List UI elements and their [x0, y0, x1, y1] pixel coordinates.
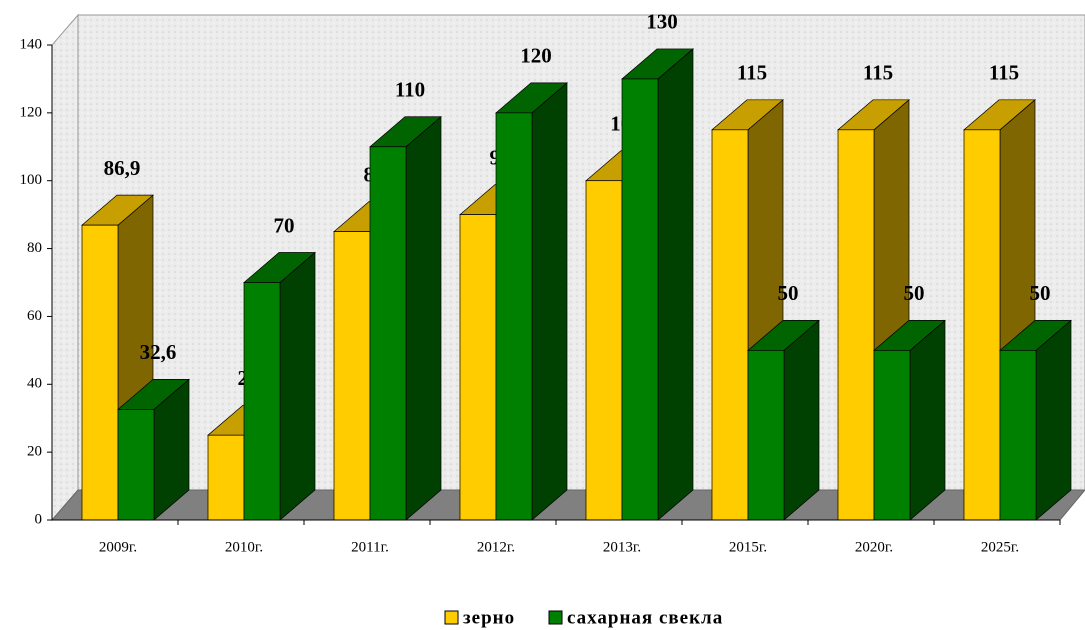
- value-label: 115: [737, 61, 767, 85]
- x-tick-label: 2011г.: [351, 539, 389, 555]
- bar-front: [621, 78, 659, 521]
- value-label: 50: [1030, 281, 1051, 305]
- value-label: 86,9: [104, 156, 141, 180]
- bar-front: [369, 146, 407, 521]
- legend-label: зерно: [463, 607, 515, 628]
- value-label: 50: [904, 281, 925, 305]
- bar-front: [333, 231, 371, 521]
- bar-front: [81, 224, 119, 521]
- legend-swatch: [548, 610, 563, 625]
- x-tick-label: 2013г.: [603, 539, 641, 555]
- y-tick-label: 60: [27, 308, 42, 324]
- value-label: 115: [989, 61, 1019, 85]
- bar: [369, 116, 442, 521]
- value-label: 32,6: [140, 340, 177, 364]
- value-label: 115: [863, 61, 893, 85]
- bar-front: [963, 129, 1001, 521]
- bar-front: [999, 350, 1037, 521]
- legend-swatch: [444, 610, 459, 625]
- bar-side: [405, 116, 442, 521]
- x-tick-label: 2025г.: [981, 539, 1019, 555]
- bar: [243, 251, 316, 521]
- bar-front: [711, 129, 749, 521]
- plot-walls: [50, 13, 1085, 522]
- x-tick-label: 2020г.: [855, 539, 893, 555]
- bar-front: [459, 214, 497, 521]
- y-tick-label: 140: [20, 36, 43, 52]
- bar: [747, 319, 820, 521]
- bar-front: [495, 112, 533, 521]
- value-label: 120: [520, 44, 552, 68]
- bar-side: [783, 319, 820, 521]
- y-tick-label: 0: [35, 511, 43, 527]
- legend-label: сахарная свекла: [567, 607, 723, 628]
- bar-front: [873, 350, 911, 521]
- value-label: 50: [778, 281, 799, 305]
- bar-front: [243, 282, 281, 521]
- y-tick-label: 120: [20, 104, 43, 120]
- bar-side: [657, 48, 694, 521]
- y-tick-label: 100: [20, 172, 43, 188]
- y-tick-label: 20: [27, 444, 42, 460]
- y-tick-label: 80: [27, 240, 42, 256]
- bar-front: [747, 350, 785, 521]
- value-label: 130: [646, 10, 678, 34]
- bar-side: [909, 319, 946, 521]
- bar-front: [585, 180, 623, 521]
- value-label: 70: [274, 213, 295, 237]
- bar: [621, 48, 694, 521]
- bar-front: [837, 129, 875, 521]
- y-tick-label: 40: [27, 376, 42, 392]
- bar-side: [279, 251, 316, 521]
- bar: [999, 319, 1072, 521]
- bar-side: [1035, 319, 1072, 521]
- bar-front: [207, 434, 245, 521]
- x-tick-label: 2012г.: [477, 539, 515, 555]
- bar-front: [117, 409, 155, 521]
- x-tick-label: 2015г.: [729, 539, 767, 555]
- bar-side: [531, 82, 568, 521]
- bar: [873, 319, 946, 521]
- value-label: 110: [395, 78, 425, 102]
- x-tick-label: 2009г.: [99, 539, 137, 555]
- bar: [495, 82, 568, 521]
- x-tick-label: 2010г.: [225, 539, 263, 555]
- bar: [117, 378, 190, 521]
